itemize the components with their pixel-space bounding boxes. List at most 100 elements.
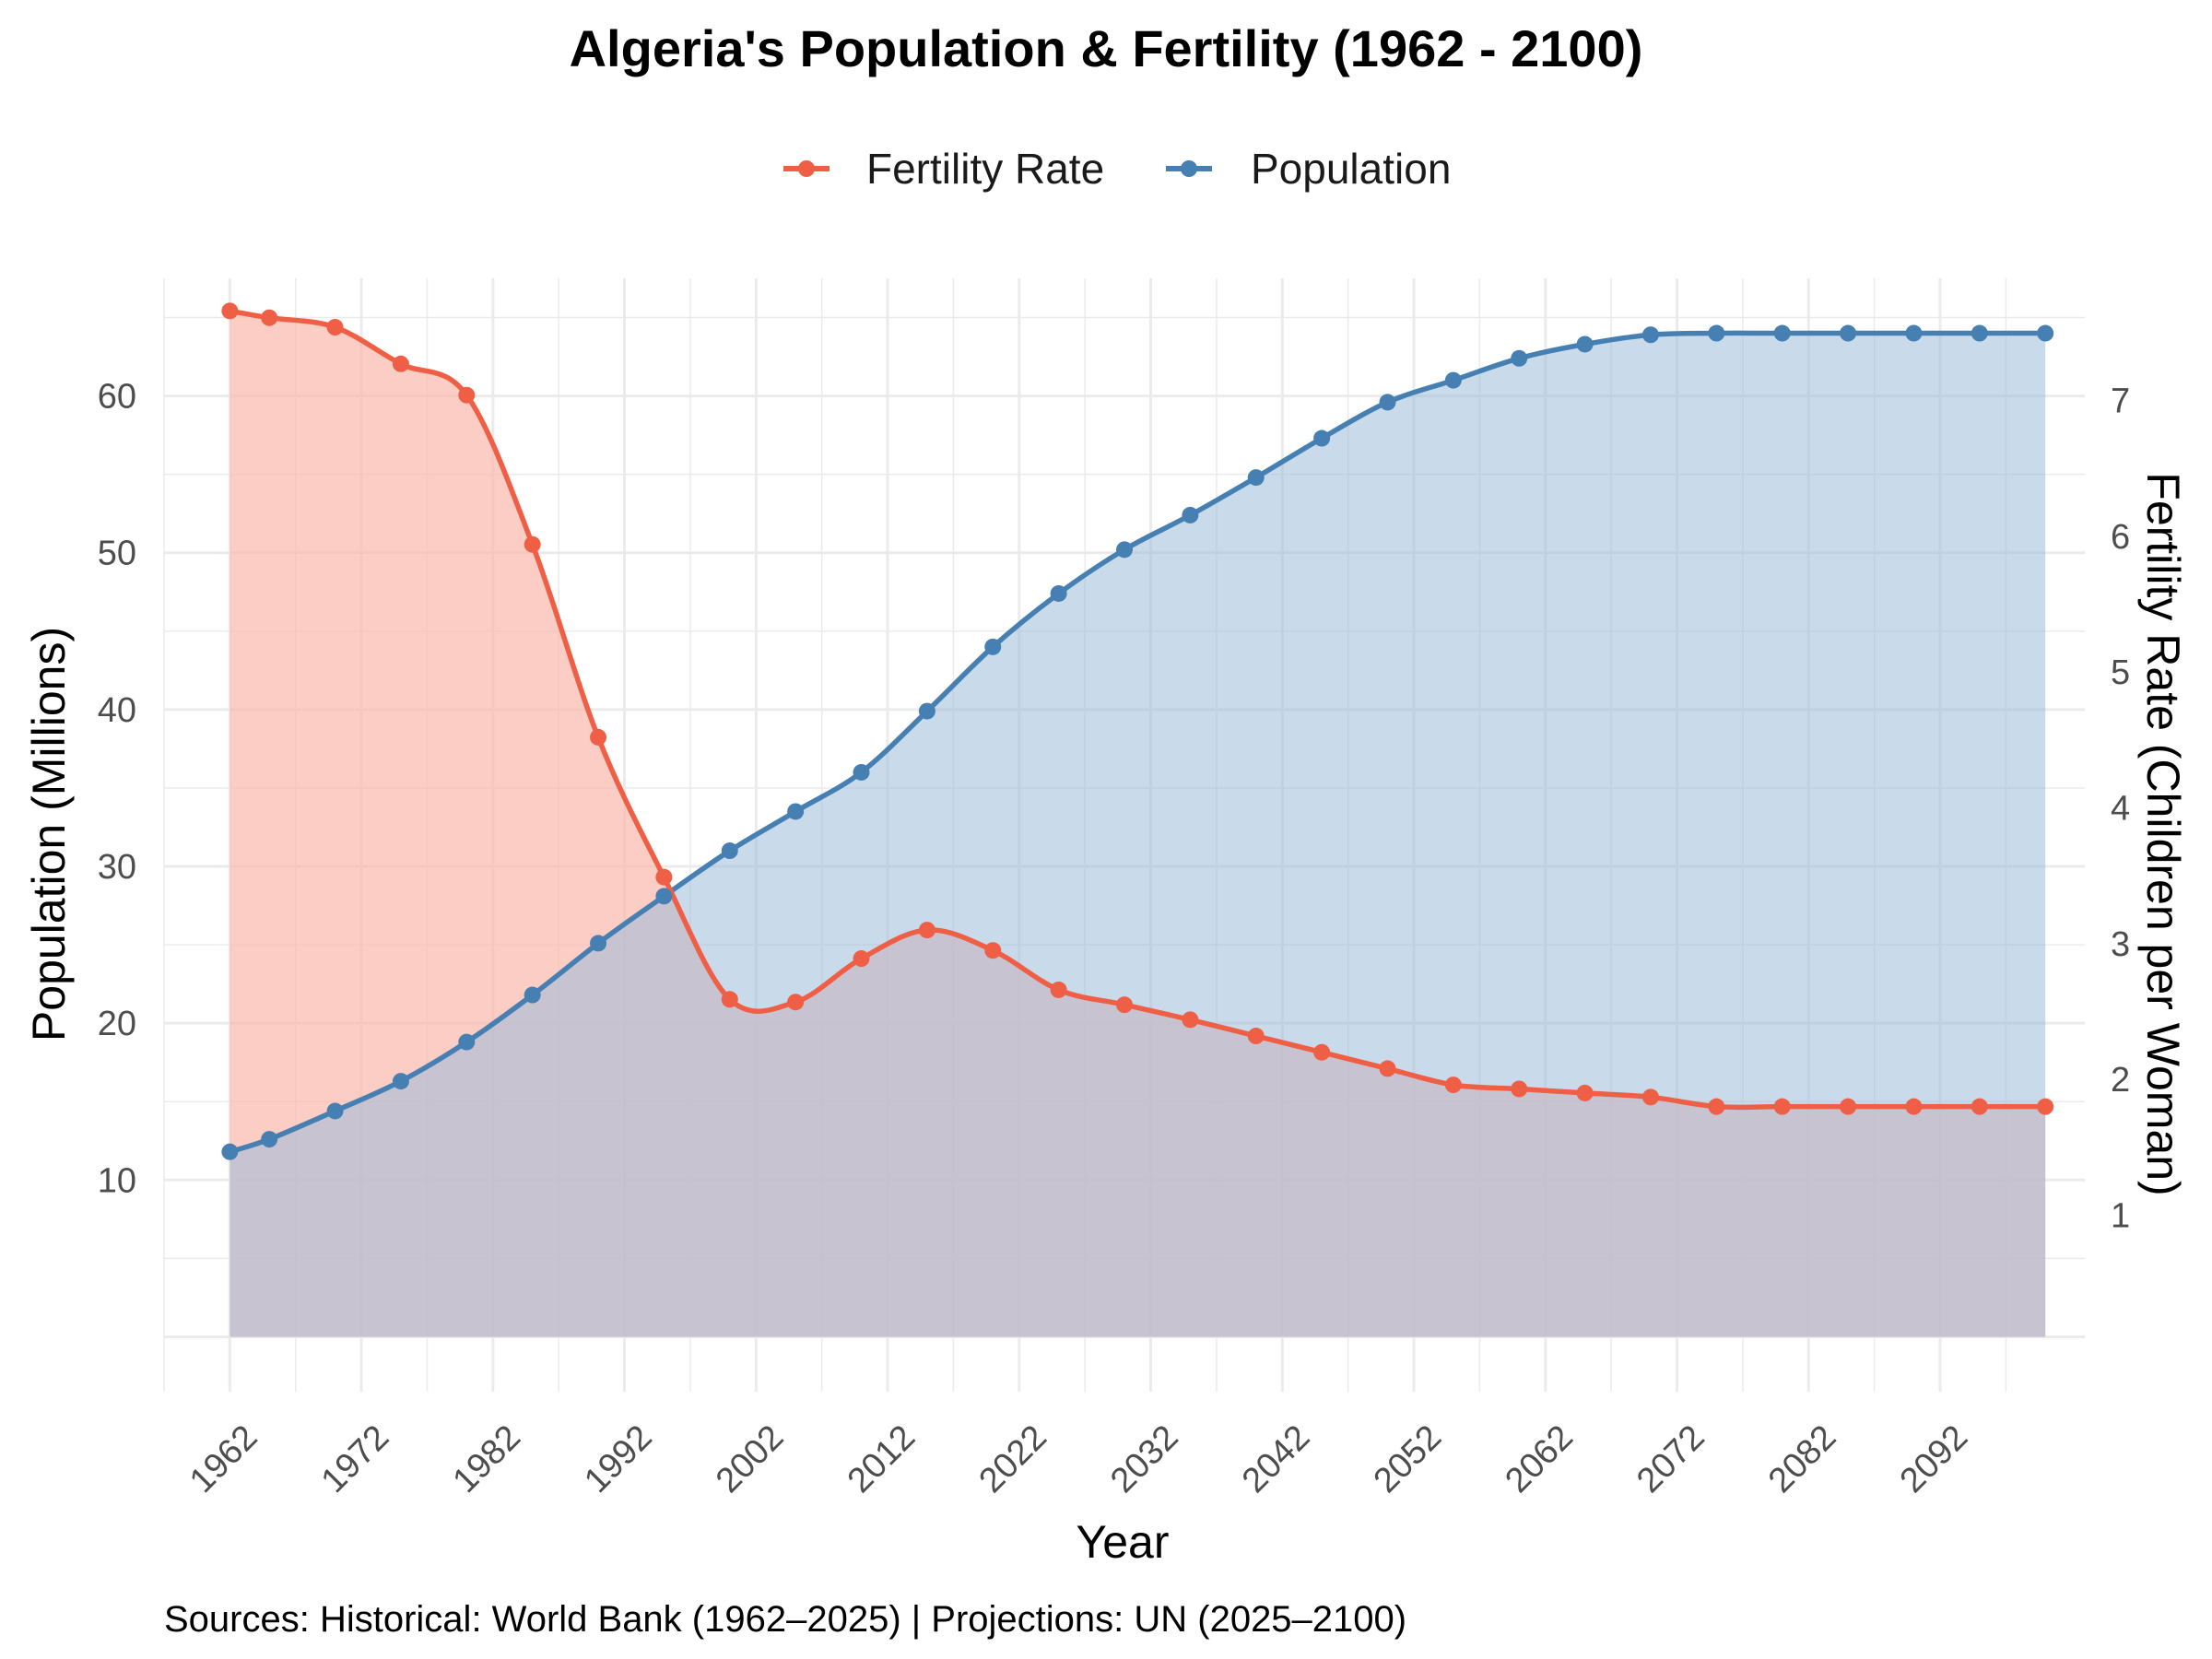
population-point: [1840, 324, 1857, 342]
fertility-point: [1971, 1098, 1988, 1115]
population-point: [458, 1033, 476, 1051]
x-tick-label: 1992: [577, 1418, 659, 1500]
population-point: [1708, 324, 1725, 342]
fertility-point: [1379, 1060, 1396, 1077]
y-axis-left-ticks: 10 20 30 40 50 60: [98, 378, 136, 1201]
x-tick-label: 2042: [1235, 1418, 1317, 1500]
fertility-point: [1641, 1088, 1659, 1106]
population-point: [1511, 349, 1528, 367]
population-point: [1444, 371, 1462, 389]
fertility-point: [1444, 1077, 1462, 1094]
legend-fertility-label: Fertility Rate: [866, 145, 1104, 193]
x-tick-label: 2022: [971, 1418, 1053, 1500]
x-tick-label: 2082: [1761, 1418, 1843, 1500]
population-point: [1773, 324, 1791, 342]
fertility-point: [655, 868, 673, 886]
population-point: [326, 1102, 344, 1120]
fertility-point: [1050, 981, 1067, 998]
population-point: [1116, 541, 1133, 559]
y2-tick-label: 1: [2111, 1196, 2130, 1235]
fertility-point: [326, 319, 344, 336]
population-point: [1971, 324, 1988, 342]
fertility-point: [853, 950, 870, 968]
population-point: [524, 986, 541, 1004]
x-axis-ticks: 1962 1972 1982 1992 2002 2012 2022 2032 2042 2052…: [182, 1418, 1975, 1500]
x-tick-label: 1982: [446, 1418, 528, 1500]
fertility-point: [984, 942, 1002, 959]
population-point: [2037, 324, 2054, 342]
y-axis-title: Population (Millions): [23, 627, 75, 1041]
fertility-point: [1313, 1043, 1331, 1061]
y-tick-label: 10: [98, 1161, 136, 1200]
population-point: [1576, 335, 1594, 353]
y-tick-label: 50: [98, 535, 136, 573]
legend-fertility-marker: [798, 160, 815, 177]
population-point: [590, 935, 607, 952]
fertility-point: [1905, 1098, 1923, 1115]
population-point: [853, 763, 870, 781]
fertility-point: [1116, 996, 1133, 1014]
y2-tick-label: 6: [2111, 518, 2130, 557]
series-points: [221, 302, 2054, 1160]
y2-tick-label: 5: [2111, 653, 2130, 692]
population-point: [787, 803, 805, 820]
y-axis-right-ticks: 1 2 3 4 5 6 7: [2111, 382, 2130, 1236]
population-area: [229, 333, 2046, 1337]
fertility-point: [2037, 1098, 2054, 1115]
population-point: [918, 702, 935, 720]
population-point: [261, 1131, 278, 1148]
x-tick-label: 1962: [182, 1418, 265, 1500]
fertility-point: [590, 728, 607, 746]
x-axis-title: Year: [1076, 1516, 1169, 1568]
fertility-point: [1840, 1098, 1857, 1115]
fertility-point: [524, 535, 541, 553]
y-tick-label: 40: [98, 691, 136, 730]
y2-tick-label: 3: [2111, 925, 2130, 964]
y2-tick-label: 2: [2111, 1061, 2130, 1100]
areas: [229, 311, 2046, 1337]
fertility-point: [1182, 1011, 1199, 1029]
y2-tick-label: 7: [2111, 382, 2130, 421]
fertility-point: [392, 355, 409, 372]
x-tick-label: 1972: [314, 1418, 396, 1500]
legend-population-marker: [1181, 160, 1197, 177]
population-point: [221, 1143, 239, 1160]
x-tick-label: 2092: [1893, 1418, 1975, 1500]
population-point: [1641, 326, 1659, 344]
x-tick-label: 2032: [1103, 1418, 1185, 1500]
population-point: [1247, 469, 1265, 487]
population-point: [1379, 394, 1396, 411]
chart-title: Algeria's Population & Fertility (1962 -…: [570, 19, 1643, 77]
fertility-point: [1247, 1028, 1265, 1045]
y-axis-right-title: Fertility Rate (Children per Woman): [2137, 472, 2189, 1195]
fertility-point: [787, 994, 805, 1011]
fertility-point: [261, 309, 278, 326]
population-point: [1182, 506, 1199, 524]
x-tick-label: 2052: [1367, 1418, 1449, 1500]
sources-caption: Sources: Historical: World Bank (1962–20…: [164, 1599, 1406, 1640]
fertility-point: [1773, 1098, 1791, 1115]
population-point: [1905, 324, 1923, 342]
fertility-point: [1511, 1080, 1528, 1098]
fertility-point: [721, 991, 738, 1008]
fertility-point: [1576, 1084, 1594, 1101]
population-point: [1313, 429, 1331, 447]
population-point: [1050, 584, 1067, 602]
population-point: [655, 888, 673, 905]
legend: Fertility Rate Population: [783, 145, 1451, 193]
fertility-point: [918, 922, 935, 939]
population-point: [984, 638, 1002, 655]
population-point: [392, 1073, 409, 1090]
y-tick-label: 20: [98, 1005, 136, 1043]
fertility-point: [458, 386, 476, 404]
population-point: [721, 842, 738, 860]
y-tick-label: 60: [98, 378, 136, 417]
x-tick-label: 2062: [1498, 1418, 1580, 1500]
fertility-point: [1708, 1098, 1725, 1115]
y2-tick-label: 4: [2111, 790, 2130, 829]
x-tick-label: 2072: [1630, 1418, 1712, 1500]
x-tick-label: 2012: [841, 1418, 923, 1500]
legend-population-label: Population: [1251, 145, 1451, 193]
x-tick-label: 2002: [709, 1418, 791, 1500]
